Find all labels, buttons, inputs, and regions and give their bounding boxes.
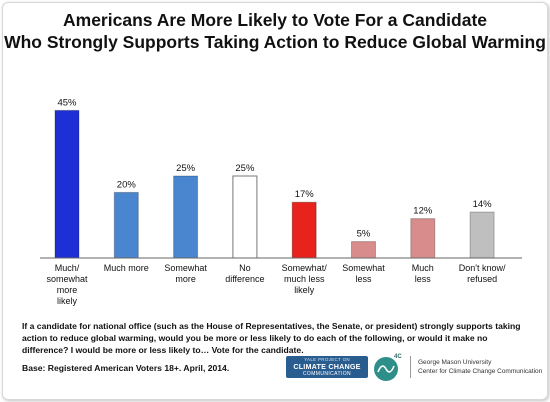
bar-2 bbox=[173, 175, 199, 259]
bar-6 bbox=[410, 218, 436, 259]
x-tick-label-5: Somewhat less bbox=[342, 263, 385, 284]
bar-value-label-4: 17% bbox=[295, 189, 315, 200]
bar-value-label-6: 12% bbox=[413, 206, 433, 217]
bar-chart: 45% 20% 25% 25% 17% 5% 12% 14% Much/somewhat mor… bbox=[40, 97, 522, 306]
4c-logo: 4C bbox=[374, 354, 402, 381]
bar-value-label-1: 20% bbox=[117, 179, 137, 190]
4c-logo-wave bbox=[377, 365, 395, 373]
logo-divider bbox=[410, 356, 411, 378]
x-tick-label-6: Much less bbox=[412, 263, 434, 284]
bar-4 bbox=[291, 201, 317, 259]
chart-title: Americans Are More Likely to Vote For a … bbox=[0, 9, 550, 53]
bar-value-label-5: 5% bbox=[357, 229, 371, 240]
base-note: Base: Registered American Voters 18+. Ap… bbox=[22, 363, 230, 373]
bar-value-label-2: 25% bbox=[176, 163, 196, 174]
chart-title-line-2: Who Strongly Supports Taking Action to R… bbox=[4, 32, 546, 52]
gmu-line-2: Center for Climate Change Communication bbox=[418, 368, 543, 375]
x-tick-label-7: Don't know/refused bbox=[459, 263, 506, 284]
yale-climate-logo: YALE PROJECT ON CLIMATE CHANGE COMMUNICA… bbox=[286, 356, 368, 378]
bar-value-label-0: 45% bbox=[57, 97, 77, 108]
bar-value-label-3: 25% bbox=[235, 163, 255, 174]
bar-1 bbox=[113, 191, 139, 259]
bar-3 bbox=[232, 175, 258, 259]
gmu-logo-text: George Mason University Center for Clima… bbox=[418, 358, 542, 376]
x-tick-label-1: Much more bbox=[104, 263, 149, 273]
x-tick-label-3: No difference bbox=[225, 263, 264, 284]
yale-logo-line-3: COMMUNICATION bbox=[302, 371, 352, 377]
yale-logo-line-2: CLIMATE CHANGE bbox=[293, 362, 361, 371]
bar-0 bbox=[54, 109, 80, 259]
4c-logo-text: 4C bbox=[394, 354, 402, 360]
chart-title-line-1: Americans Are More Likely to Vote For a … bbox=[63, 10, 487, 30]
x-tick-label-2: Somewhat more bbox=[164, 263, 207, 284]
survey-question-note: If a candidate for national office (such… bbox=[22, 321, 521, 355]
yale-logo-line-1: YALE PROJECT ON bbox=[304, 357, 350, 362]
bar-value-label-7: 14% bbox=[473, 199, 493, 210]
x-tick-label-0: Much/somewhat more likely bbox=[46, 263, 88, 306]
x-tick-label-4: Somewhat/much less likely bbox=[282, 263, 328, 295]
bar-5 bbox=[351, 241, 376, 259]
bar-group: 45% 20% 25% 25% 17% 5% 12% 14% bbox=[54, 97, 495, 259]
gmu-line-1: George Mason University bbox=[418, 359, 492, 366]
x-axis-labels: Much/somewhat more likely Much more Somewhat… bbox=[46, 263, 505, 306]
bar-7 bbox=[469, 211, 495, 259]
